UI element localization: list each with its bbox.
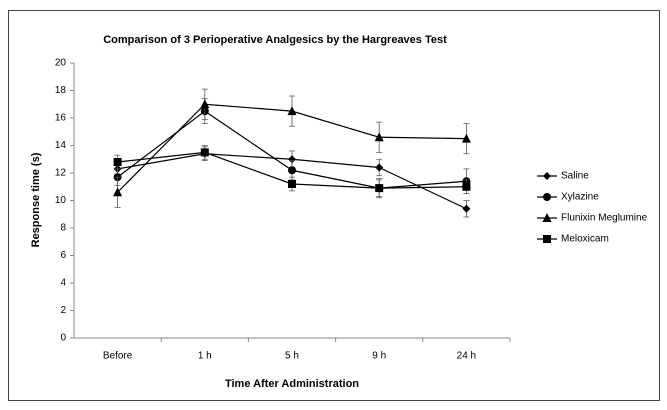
chart-title: Comparison of 3 Perioperative Analgesics… [103, 34, 447, 46]
legend-label: Meloxicam [561, 234, 609, 245]
legend-label: Xylazine [561, 192, 599, 203]
legend-marker [542, 213, 552, 222]
x-tick-label: 5 h [285, 351, 299, 362]
y-tick-label: 0 [60, 333, 66, 344]
data-point [375, 184, 384, 193]
x-tick-label: 9 h [372, 351, 386, 362]
data-point [200, 99, 210, 109]
y-tick-label: 18 [55, 85, 67, 96]
x-tick-label: 24 h [457, 351, 476, 362]
data-point [462, 182, 471, 191]
x-axis-title: Time After Administration [225, 378, 359, 390]
y-tick-label: 8 [60, 223, 66, 234]
data-point [113, 187, 123, 197]
y-tick-label: 10 [55, 195, 67, 206]
y-tick-label: 4 [60, 278, 66, 289]
y-tick-label: 14 [55, 140, 67, 151]
chart-frame [8, 10, 660, 401]
y-axis-title: Response time (s) [30, 152, 42, 247]
data-point [288, 180, 296, 188]
data-point [113, 158, 122, 166]
legend-label: Saline [561, 171, 589, 182]
y-tick-label: 12 [55, 168, 67, 179]
data-point [461, 133, 471, 143]
data-point [200, 148, 209, 157]
y-tick-label: 16 [55, 113, 67, 124]
legend-marker [543, 193, 551, 201]
legend-marker [543, 235, 551, 243]
data-point [288, 166, 296, 175]
data-point [287, 106, 297, 116]
data-point [462, 204, 471, 213]
legend-label: Flunixin Meglumine [561, 213, 648, 224]
y-tick-label: 2 [60, 305, 66, 316]
data-point [375, 163, 384, 172]
y-tick-label: 20 [55, 58, 67, 69]
data-point [288, 155, 296, 164]
x-tick-label: 1 h [198, 351, 212, 362]
x-tick-label: Before [103, 351, 133, 362]
y-tick-label: 6 [60, 250, 66, 261]
legend-marker [543, 172, 551, 180]
data-point [374, 132, 384, 142]
